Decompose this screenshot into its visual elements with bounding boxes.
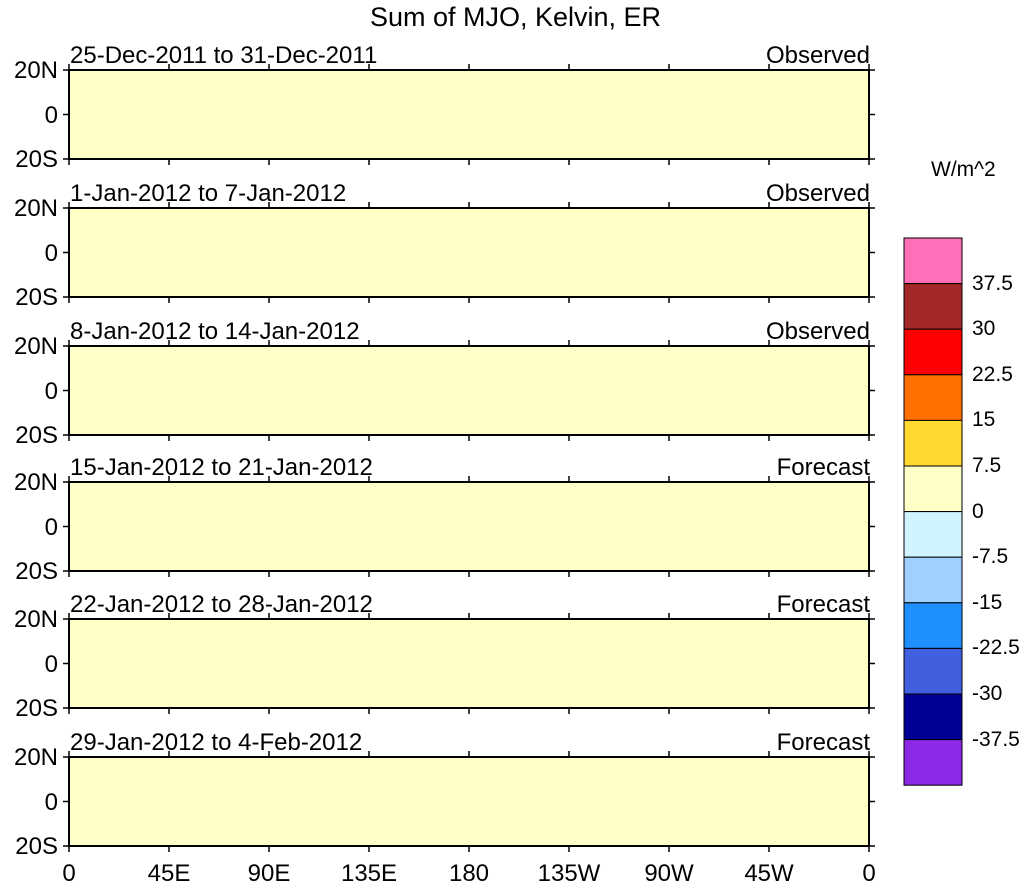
lat-tick-label: 0: [44, 788, 58, 816]
colorbar-swatch: [903, 739, 963, 786]
colorbar-label: 30: [972, 317, 996, 341]
colorbar-label: 37.5: [972, 271, 1013, 295]
panel-background: [69, 619, 869, 708]
colorbar-swatch: [903, 693, 963, 741]
lat-tick-label: 0: [44, 650, 58, 678]
lat-tick-label: 20S: [15, 146, 58, 173]
panel-type-label: Forecast: [776, 454, 870, 481]
colorbar-swatch: [903, 328, 963, 376]
lat-tick-label: 20S: [15, 833, 58, 860]
colorbar-swatch: [903, 419, 963, 467]
colorbar-swatch: [903, 556, 963, 604]
lat-tick-label: 20N: [13, 57, 58, 84]
panel-background: [69, 346, 869, 435]
lon-tick-label: 45E: [147, 860, 191, 887]
colorbar-swatch: [903, 511, 963, 558]
colorbar-swatch: [903, 602, 963, 649]
lon-tick-label: 135E: [340, 860, 398, 887]
lat-tick-label: 20N: [13, 744, 58, 771]
lat-tick-label: 20N: [13, 469, 58, 496]
colorbar-label: -15: [972, 590, 1003, 614]
lat-tick-label: 20S: [15, 284, 58, 311]
panel-period-label: 25-Dec-2011 to 31-Dec-2011: [70, 42, 378, 69]
panel-type-label: Forecast: [776, 729, 870, 756]
lat-tick-label: 20S: [15, 695, 58, 722]
panel-type-label: Observed: [765, 180, 870, 207]
lon-tick-label: 135W: [537, 860, 601, 887]
colorbar-swatch: [903, 374, 963, 421]
colorbar-label: -30: [972, 682, 1003, 705]
lon-tick-label: 180: [448, 860, 490, 887]
chart-title: Sum of MJO, Kelvin, ER: [369, 2, 662, 32]
lat-tick-label: 0: [44, 513, 58, 541]
lon-tick-label: 90W: [644, 860, 694, 887]
panel-type-label: Forecast: [776, 591, 870, 618]
lat-tick-label: 0: [44, 101, 58, 129]
lon-tick-label: 90E: [247, 860, 291, 887]
lat-tick-label: 0: [44, 239, 58, 267]
colorbar-swatch: [903, 647, 963, 695]
lat-tick-label: 20N: [13, 333, 58, 360]
lat-tick-label: 0: [44, 377, 58, 405]
panel-background: [69, 208, 869, 297]
panel-period-label: 1-Jan-2012 to 7-Jan-2012: [70, 180, 347, 207]
lon-tick-label: 45W: [744, 860, 794, 887]
colorbar-swatch: [903, 283, 963, 330]
colorbar-label: 7.5: [972, 454, 1002, 477]
lat-tick-label: 20S: [15, 422, 58, 449]
panel-type-label: Observed: [765, 318, 870, 345]
panel-background: [69, 757, 869, 846]
panel-background: [69, 70, 869, 159]
lat-tick-label: 20S: [15, 558, 58, 585]
colorbar-label: -37.5: [972, 727, 1020, 751]
lat-tick-label: 20N: [13, 195, 58, 222]
colorbar-label: 22.5: [972, 362, 1013, 386]
panel-period-label: 15-Jan-2012 to 21-Jan-2012: [70, 454, 373, 481]
colorbar-label: -7.5: [972, 545, 1009, 569]
lon-tick-label: 0: [862, 860, 876, 887]
lat-tick-label: 20N: [13, 606, 58, 633]
lon-tick-label: 0: [62, 860, 76, 887]
colorbar-swatch: [903, 465, 963, 513]
colorbar-label: -22.5: [972, 636, 1020, 660]
panel-type-label: Observed: [765, 42, 870, 69]
colorbar-units: W/m^2: [931, 158, 996, 181]
panel-background: [69, 482, 869, 571]
panel-period-label: 8-Jan-2012 to 14-Jan-2012: [70, 318, 360, 345]
colorbar-label: 15: [972, 408, 996, 432]
panel-period-label: 22-Jan-2012 to 28-Jan-2012: [70, 591, 373, 618]
colorbar-label: 0: [972, 499, 984, 523]
panel-period-label: 29-Jan-2012 to 4-Feb-2012: [70, 729, 363, 756]
colorbar-swatch: [903, 237, 963, 285]
